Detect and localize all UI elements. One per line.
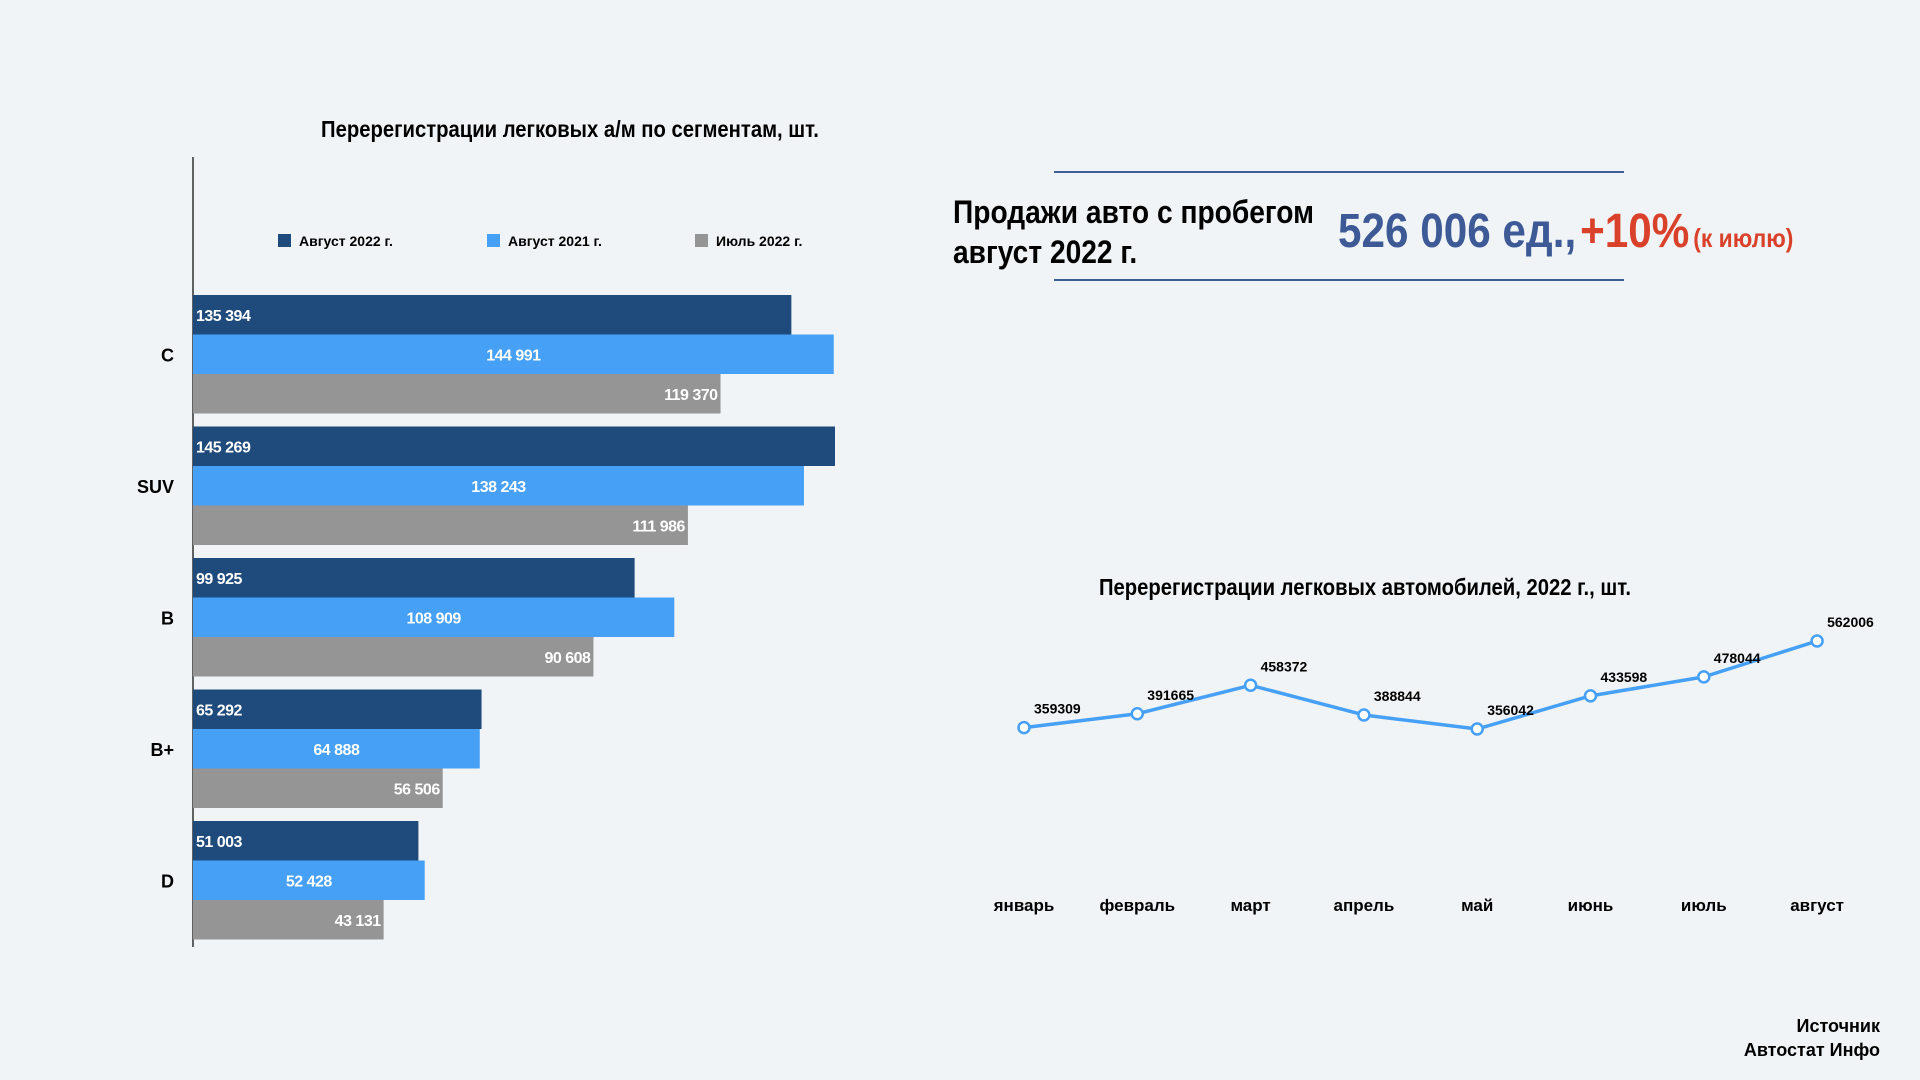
- bar-label-d-series-1: 51 003: [196, 834, 243, 851]
- bar-chart-title: Перерегистрации легковых а/м по сегмента…: [321, 116, 819, 142]
- category-label-d: D: [161, 871, 174, 891]
- category-label-c: C: [161, 345, 174, 365]
- bar-label-c-series-3: 119 370: [664, 387, 718, 404]
- bar-label-b-series-3: 56 506: [394, 781, 441, 798]
- kpi-bottom-rule: [1054, 279, 1624, 281]
- line-point-2: [1130, 707, 1145, 721]
- kpi-label: Продажи авто с пробегом август 2022 г.: [953, 192, 1314, 272]
- bar-label-c-series-2: 144 991: [486, 347, 541, 364]
- bar-label-b-series-1: 99 925: [196, 571, 243, 588]
- legend-label-2: Август 2021 г.: [508, 233, 602, 249]
- bar-b-series-3: [193, 768, 443, 808]
- kpi-top-rule: [1054, 171, 1624, 173]
- bar-d-series-3: [193, 900, 384, 940]
- legend-swatch-2: [487, 234, 500, 247]
- line-data-label-2: 391665: [1147, 687, 1194, 703]
- line-chart-title: Перерегистрации легковых автомобилей, 20…: [1098, 574, 1632, 600]
- line-data-label-3: 458372: [1261, 658, 1308, 674]
- x-tick-label-7: июль: [1681, 896, 1727, 915]
- kpi-change-note: (к июлю): [1693, 223, 1794, 253]
- x-tick-label-6: июнь: [1568, 896, 1614, 915]
- bar-b-series-2: [193, 729, 480, 769]
- bar-c-series-3: [193, 374, 721, 414]
- line-data-label-5: 356042: [1487, 702, 1534, 718]
- bar-c-series-2: [193, 334, 834, 374]
- bar-label-b-series-2: 64 888: [313, 742, 360, 759]
- line-point-8: [1810, 634, 1824, 648]
- x-tick-label-5: май: [1461, 896, 1493, 915]
- line-point-7: [1697, 670, 1711, 684]
- line-data-label-7: 478044: [1714, 650, 1761, 666]
- legend-label-3: Июль 2022 г.: [716, 233, 802, 249]
- x-tick-label-2: февраль: [1099, 896, 1175, 915]
- bar-suv-series-2: [193, 466, 804, 506]
- kpi-change: +10%: [1580, 205, 1690, 258]
- bar-label-d-series-2: 52 428: [286, 873, 333, 890]
- kpi-label-line2: август 2022 г.: [953, 234, 1138, 270]
- bar-label-b-series-1: 65 292: [196, 702, 243, 719]
- bar-label-b-series-3: 90 608: [544, 650, 591, 667]
- kpi-value: 526 006 ед., +10% (к июлю): [1338, 204, 1793, 259]
- x-tick-label-8: август: [1790, 896, 1844, 915]
- bar-b-series-1: [193, 558, 635, 598]
- bar-label-c-series-1: 135 394: [196, 308, 251, 325]
- category-label-suv: SUV: [137, 477, 174, 497]
- line-data-label-6: 433598: [1601, 669, 1648, 685]
- x-tick-label-4: апрель: [1333, 896, 1394, 915]
- bar-b-series-2: [193, 597, 675, 637]
- bar-b-series-3: [193, 637, 594, 677]
- bar-label-suv-series-3: 111 986: [632, 518, 685, 535]
- x-tick-label-1: январь: [993, 896, 1055, 915]
- kpi-number: 526 006 ед.,: [1338, 205, 1577, 258]
- bar-c-series-1: [193, 295, 792, 335]
- line-point-4: [1357, 708, 1371, 722]
- line-point-3: [1243, 678, 1258, 693]
- line-series: [1023, 639, 1818, 731]
- bar-label-suv-series-2: 138 243: [471, 479, 526, 496]
- line-point-1: [1017, 720, 1031, 735]
- bar-suv-series-3: [193, 505, 688, 545]
- bar-d-series-1: [193, 821, 419, 861]
- bar-suv-series-1: [193, 426, 835, 466]
- category-label-b: B: [161, 608, 174, 628]
- legend-swatch-3: [695, 234, 708, 247]
- bar-d-series-2: [193, 860, 425, 900]
- line-data-label-1: 359309: [1034, 701, 1081, 717]
- line-point-6: [1583, 689, 1598, 703]
- x-tick-label-3: март: [1230, 896, 1270, 915]
- bar-label-d-series-3: 43 131: [335, 913, 382, 930]
- segment-bar-chart: Август 2022 г. Август 2021 г. Июль 2022 г.…: [137, 157, 835, 947]
- source-note: Источник Автостат Инфо: [1740, 1014, 1880, 1062]
- line-data-label-8: 562006: [1827, 614, 1874, 630]
- line-data-label-4: 388844: [1374, 688, 1421, 704]
- bar-label-b-series-2: 108 909: [406, 610, 461, 627]
- legend-swatch-1: [278, 234, 291, 247]
- category-label-b: B+: [150, 740, 174, 760]
- bar-label-suv-series-1: 145 269: [196, 439, 251, 456]
- kpi-label-line1: Продажи авто с пробегом: [953, 194, 1314, 230]
- source-line2: Автостат Инфо: [1743, 1040, 1880, 1060]
- source-line1: Источник: [1796, 1016, 1880, 1036]
- line-point-5: [1470, 722, 1484, 736]
- legend-label-1: Август 2022 г.: [299, 233, 393, 249]
- bar-b-series-1: [193, 689, 482, 729]
